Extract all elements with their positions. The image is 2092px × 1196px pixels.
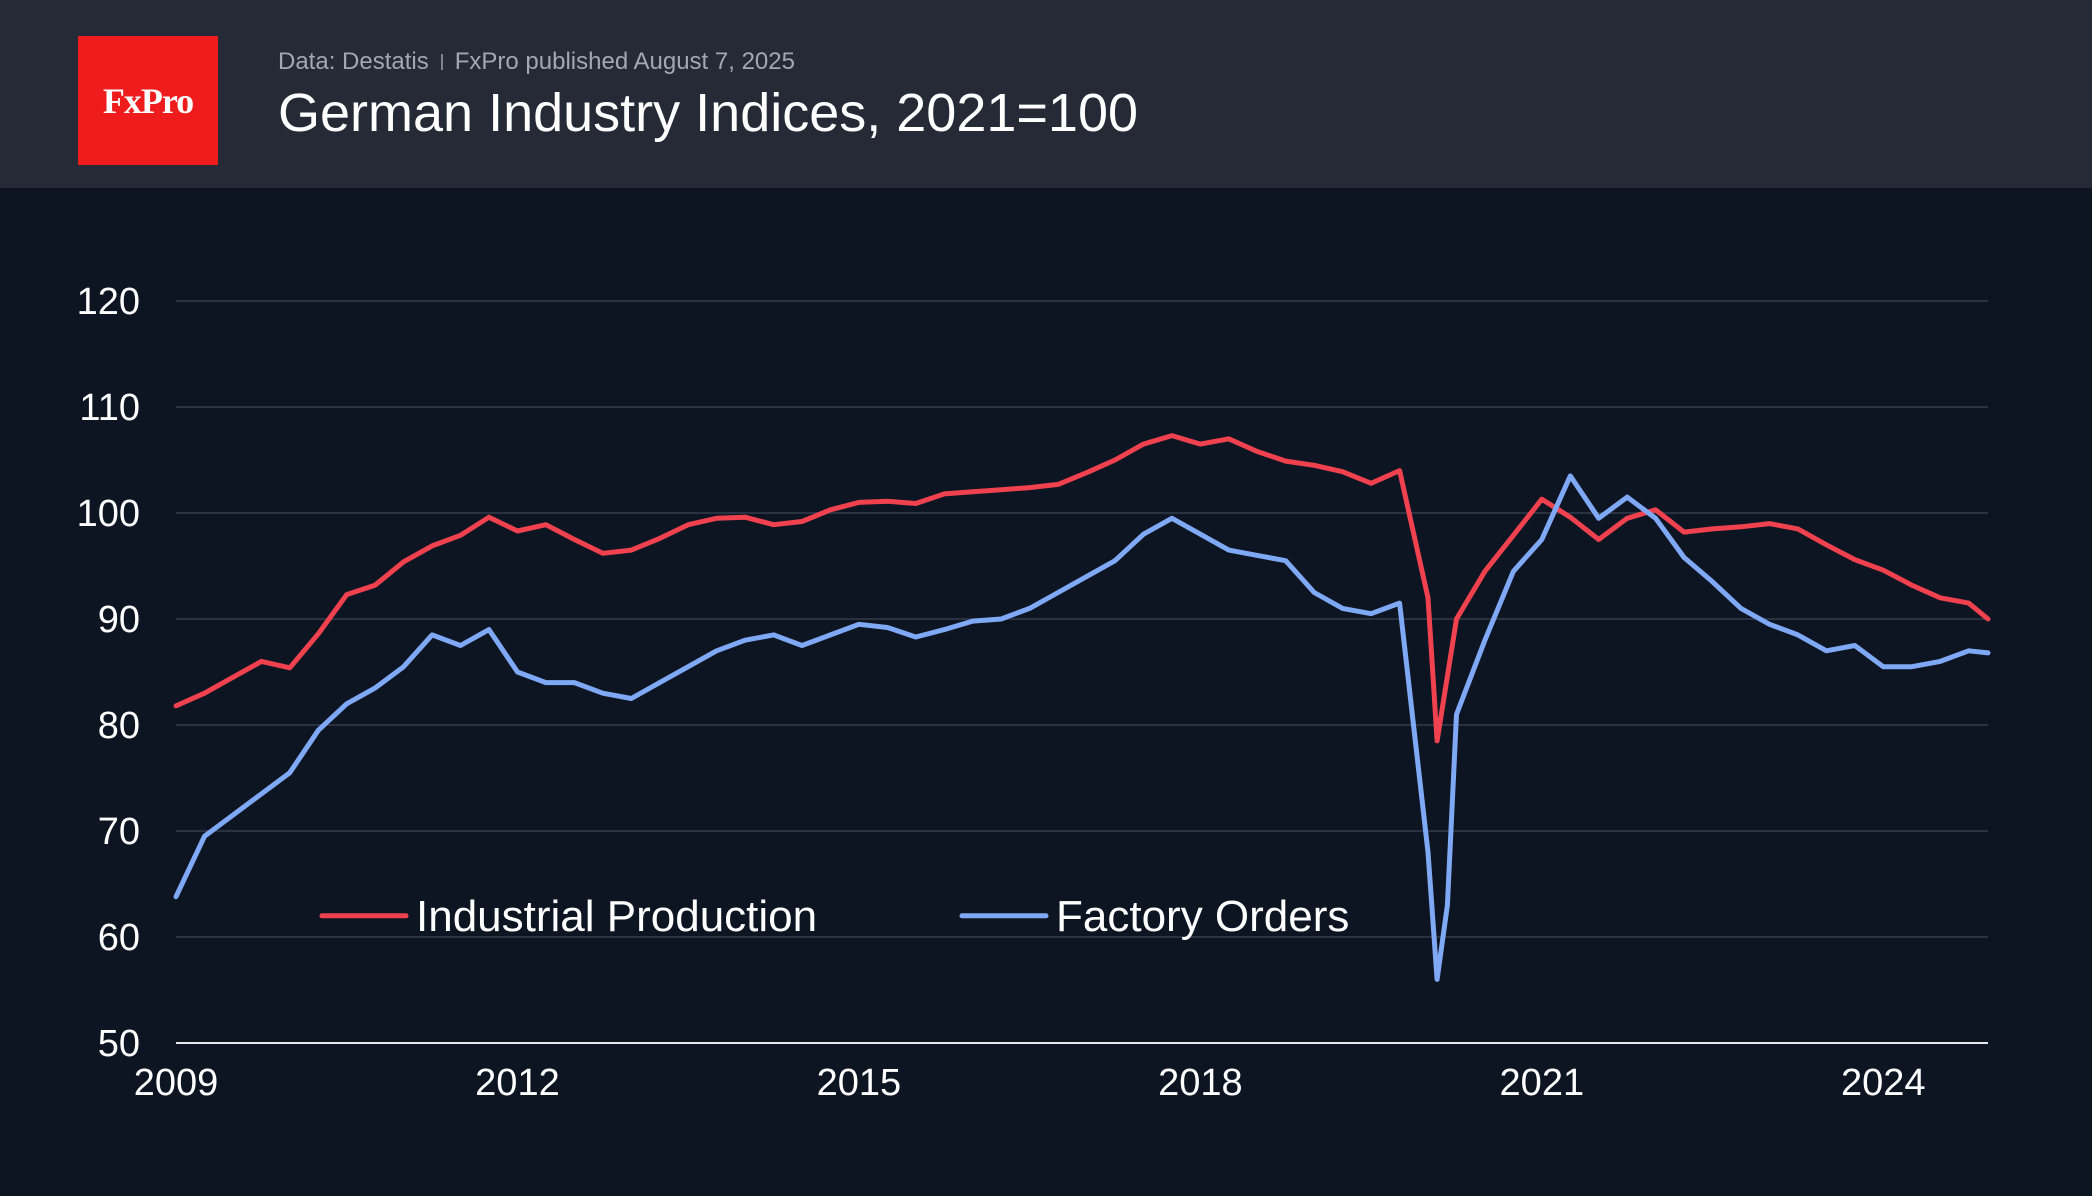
y-tick-label: 90: [98, 599, 140, 641]
x-tick-label: 2012: [475, 1062, 560, 1104]
y-tick-label: 60: [98, 917, 140, 959]
y-axis-ticks: 50 60 70 80 90 100 110 120: [77, 281, 140, 1065]
y-tick-label: 120: [77, 281, 140, 323]
legend: Industrial Production Factory Orders: [319, 892, 1349, 941]
chart-meta: Data: Destatis FxPro published August 7,…: [278, 48, 795, 76]
y-tick-label: 80: [98, 705, 140, 747]
publish-date: FxPro published August 7, 2025: [454, 48, 795, 75]
y-tick-label: 110: [79, 387, 140, 429]
x-tick-label: 2021: [1500, 1062, 1585, 1104]
x-tick-label: 2018: [1158, 1062, 1243, 1104]
meta-separator: [440, 54, 443, 70]
x-axis-ticks: 2009 2012 2015 2018 2021 2024: [134, 1062, 1926, 1104]
y-tick-label: 70: [98, 811, 140, 853]
chart-title: German Industry Indices, 2021=100: [278, 83, 1139, 143]
legend-label: Industrial Production: [416, 892, 817, 941]
data-source: Data: Destatis: [278, 48, 429, 75]
logo-text: FxPro: [102, 80, 194, 121]
line-chart: 50 60 70 80 90 100 110 120 2009 2012 2015 2018 2021…: [77, 281, 1991, 1104]
series-line-factory-orders: [173, 473, 1991, 982]
x-tick-label: 2024: [1841, 1062, 1926, 1104]
series-line-industrial-production: [173, 433, 1991, 744]
y-tick-label: 50: [98, 1023, 140, 1065]
y-tick-label: 100: [77, 493, 140, 535]
legend-label: Factory Orders: [1056, 892, 1349, 941]
gridlines: [176, 300, 1988, 1044]
chart-header: FxPro Data: Destatis FxPro published Aug…: [0, 0, 2092, 188]
series-lines: [173, 433, 1991, 982]
fxpro-logo: FxPro: [78, 36, 218, 165]
x-tick-label: 2009: [134, 1062, 219, 1104]
x-tick-label: 2015: [817, 1062, 902, 1104]
